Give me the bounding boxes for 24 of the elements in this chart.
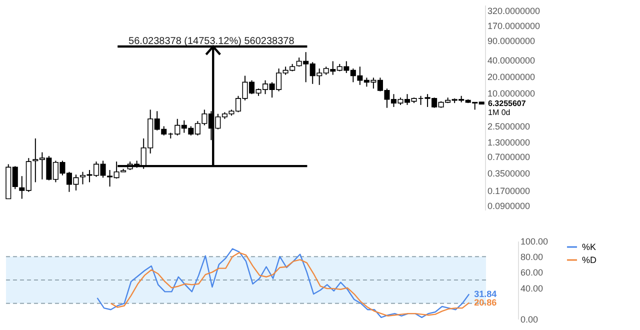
- y-tick-label: 80.00: [520, 252, 544, 262]
- y-tick-label: 1.3000000: [488, 137, 530, 148]
- text: 6.3255607: [488, 99, 526, 108]
- y-tick-label: 0.3500000: [488, 168, 530, 179]
- y-tick-label: 0.00: [520, 314, 538, 324]
- legend-label: %D: [582, 255, 597, 265]
- y-tick-label: 0.7000000: [488, 152, 530, 162]
- y-tick-label: 320.0000000: [488, 6, 540, 16]
- text: 1M 0d: [488, 108, 510, 118]
- data-label: 20.86: [474, 298, 497, 308]
- y-tick-label: 40.0000000: [488, 56, 536, 66]
- data-label: 31.84: [474, 289, 497, 300]
- y-tick-label: 100.00: [520, 236, 548, 246]
- y-tick-label: 90.0000000: [488, 36, 536, 46]
- y-tick-label: 60.00: [520, 268, 544, 278]
- y-tick-label: 40.00: [520, 283, 544, 294]
- y-tick-label: 2.5000000: [488, 122, 530, 132]
- legend-label: %K: [582, 242, 596, 252]
- y-tick-label: 0.1700000: [488, 186, 530, 196]
- y-tick-label: 20.0000000: [488, 72, 536, 82]
- y-tick-label: 10.0000000: [488, 88, 536, 99]
- annotation: 56.0238378 (14753.12%) 560238378: [128, 36, 295, 47]
- y-tick-label: 170.0000000: [488, 20, 540, 31]
- y-tick-label: 0.0900000: [488, 201, 530, 212]
